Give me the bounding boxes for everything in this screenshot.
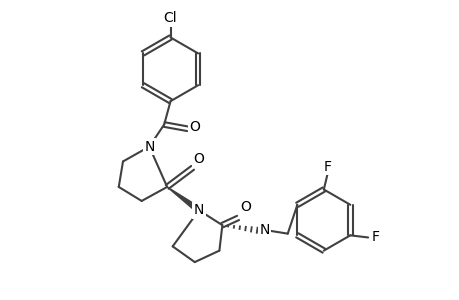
Text: F: F <box>371 230 379 244</box>
Text: N: N <box>144 140 154 154</box>
Text: O: O <box>240 200 251 214</box>
Text: N: N <box>259 223 269 237</box>
Text: Cl: Cl <box>163 11 177 26</box>
Text: F: F <box>324 160 331 174</box>
Text: O: O <box>193 152 204 166</box>
Polygon shape <box>167 187 200 213</box>
Text: N: N <box>193 203 204 217</box>
Text: O: O <box>189 120 200 134</box>
